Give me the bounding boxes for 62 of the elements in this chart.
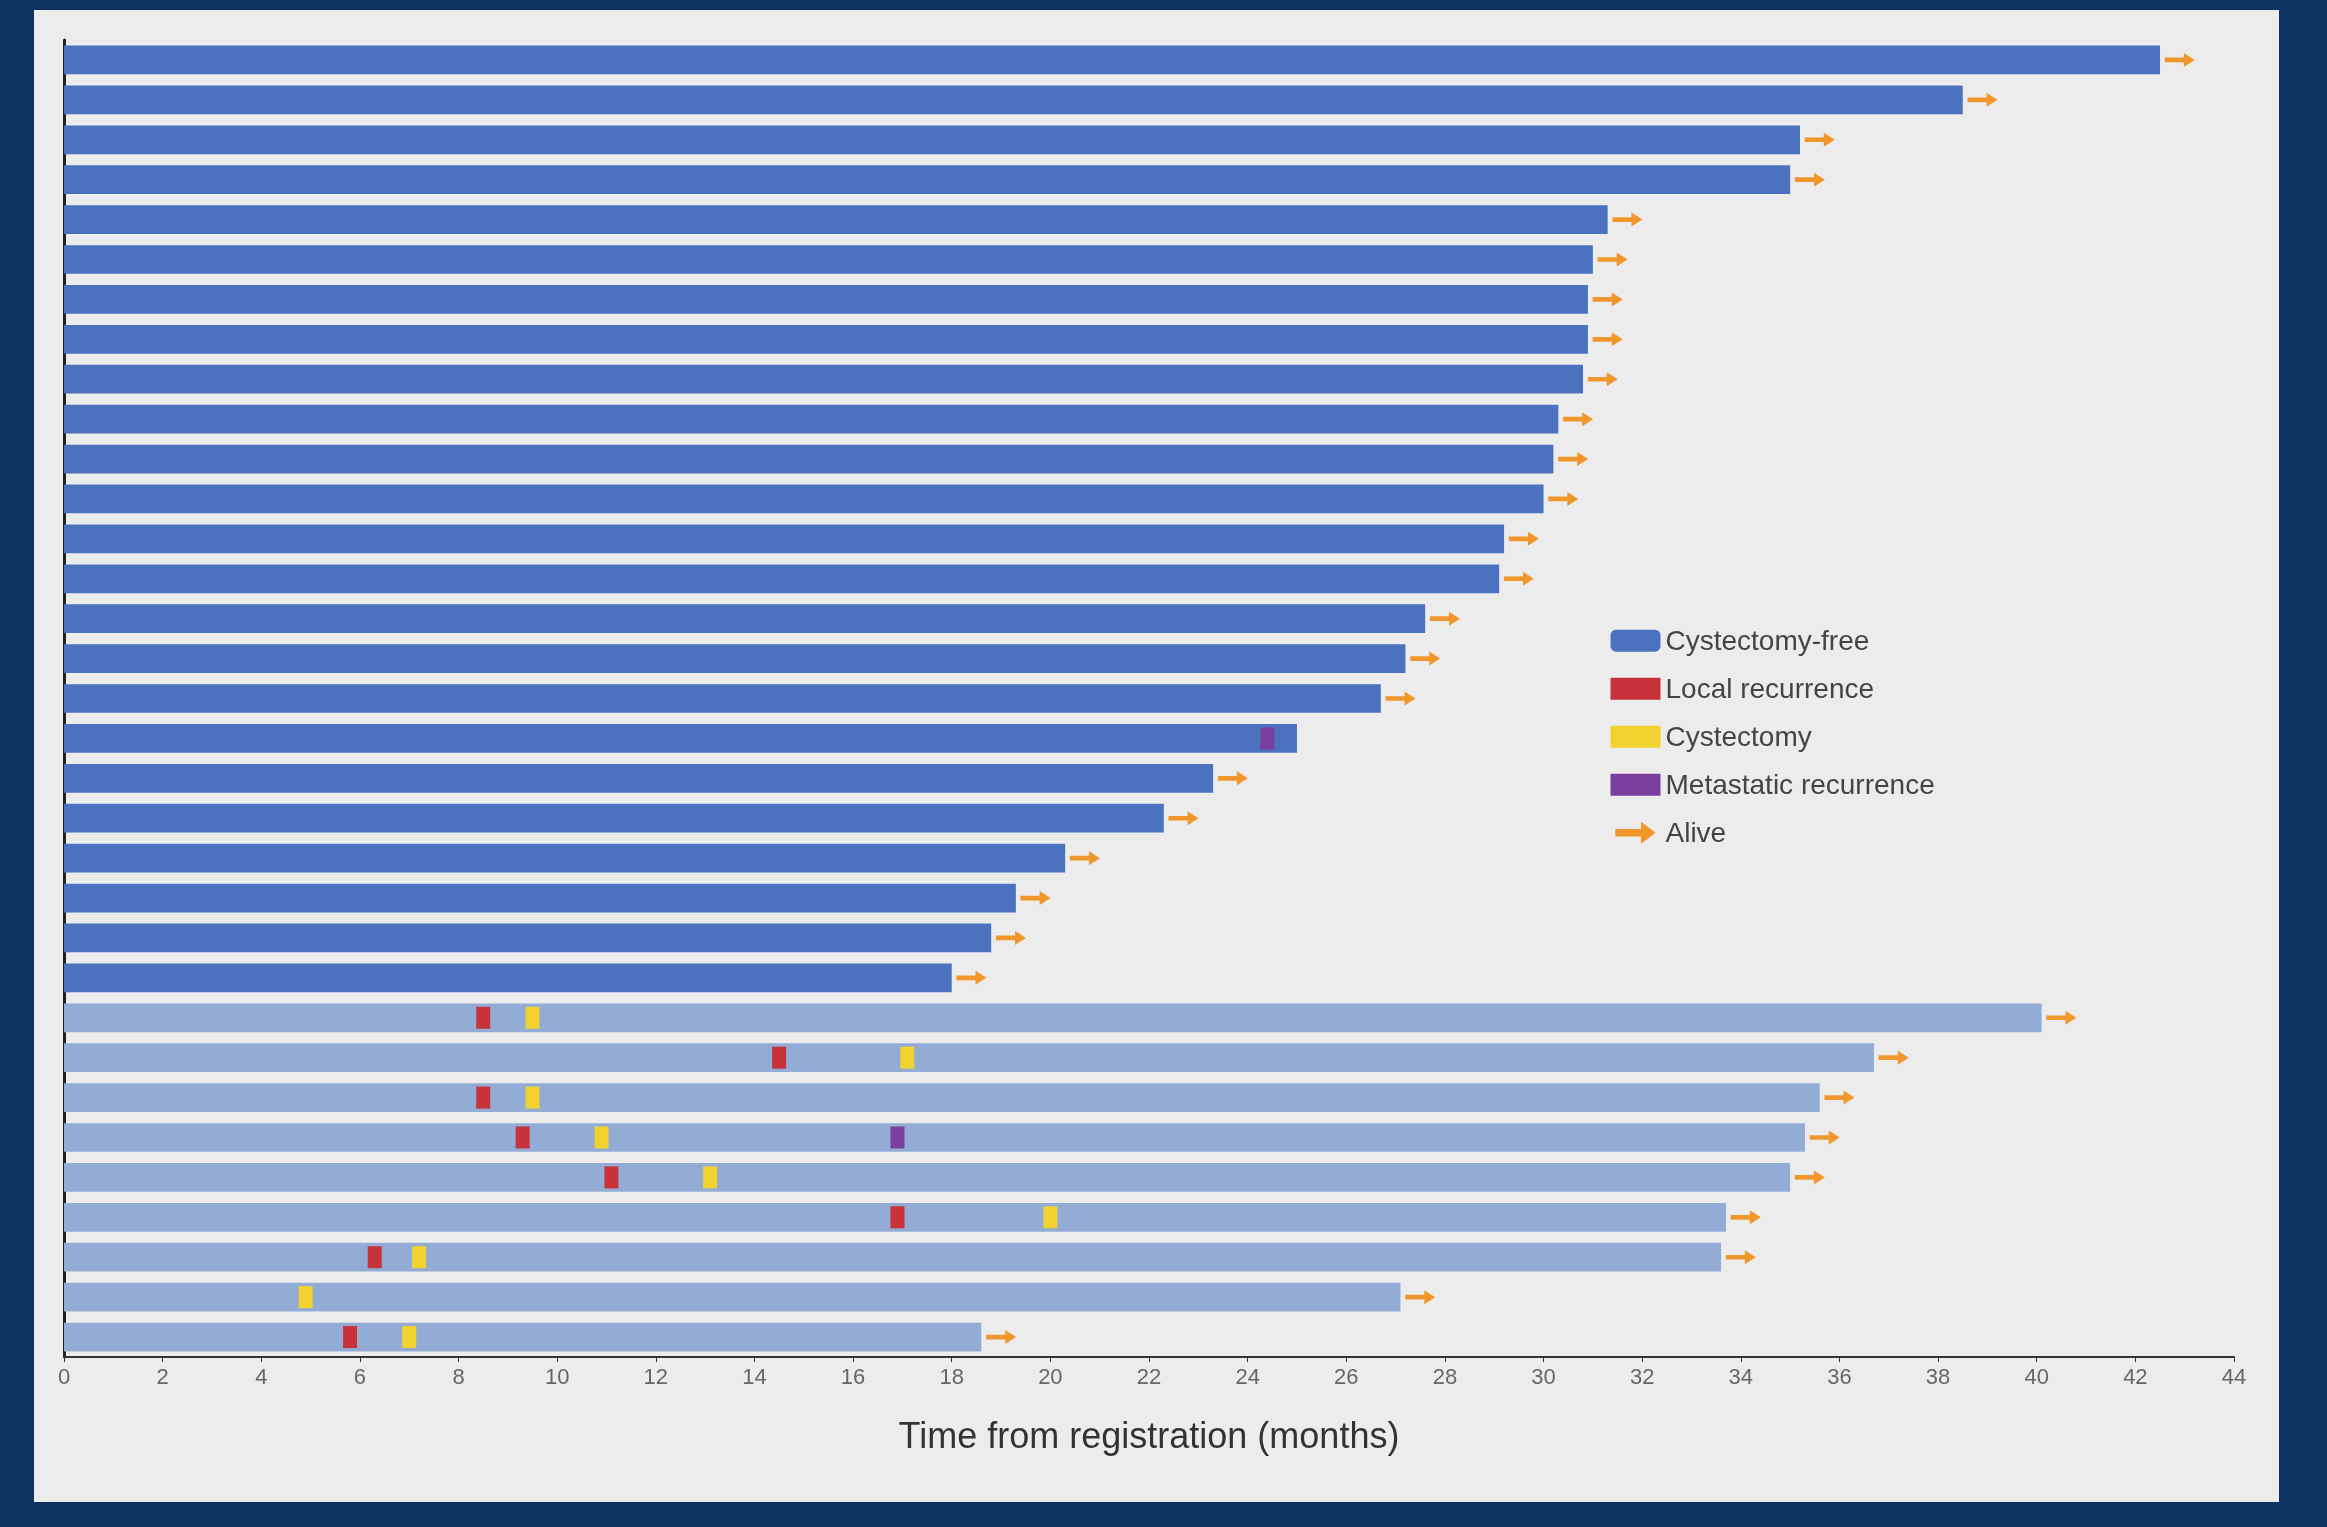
bar xyxy=(64,444,1554,474)
x-tick-label: 2 xyxy=(156,1363,169,1389)
x-tick-label: 24 xyxy=(1235,1363,1260,1389)
bar xyxy=(64,803,1164,833)
x-tick-label: 34 xyxy=(1728,1363,1754,1389)
x-tick-label: 30 xyxy=(1531,1363,1556,1389)
bar xyxy=(64,1123,1805,1152)
bar xyxy=(64,205,1608,234)
bar xyxy=(64,285,1588,314)
bar xyxy=(64,324,1588,354)
bar xyxy=(64,724,1297,753)
bar xyxy=(64,564,1500,594)
x-tick-label: 42 xyxy=(2123,1363,2148,1389)
x-tick-label: 4 xyxy=(255,1363,268,1389)
x-tick-label: 36 xyxy=(1827,1363,1852,1389)
legend-label: Cystectomy xyxy=(1665,721,1812,753)
x-tick-label: 40 xyxy=(2024,1363,2049,1389)
bar xyxy=(64,644,1406,673)
x-tick-label: 38 xyxy=(1925,1363,1951,1389)
bar xyxy=(64,1322,982,1352)
x-tick-label: 12 xyxy=(643,1363,669,1389)
x-tick-label: 26 xyxy=(1334,1363,1359,1389)
bar xyxy=(64,684,1381,713)
bar xyxy=(64,1163,1791,1192)
bar xyxy=(64,484,1544,514)
x-axis-title: Time from registration (months) xyxy=(898,1414,1400,1456)
x-tick-label: 22 xyxy=(1136,1363,1162,1389)
legend-label: Local recurrence xyxy=(1665,673,1875,705)
x-tick-label: 20 xyxy=(1038,1363,1063,1389)
bar xyxy=(64,165,1791,195)
x-tick-label: 18 xyxy=(939,1363,964,1389)
x-tick-label: 14 xyxy=(742,1363,767,1389)
bar xyxy=(64,604,1426,634)
bar xyxy=(64,85,1963,115)
legend-label: Cystectomy-free xyxy=(1665,625,1870,657)
x-tick-label: 8 xyxy=(452,1363,465,1389)
x-tick-label: 32 xyxy=(1629,1363,1655,1389)
bar xyxy=(64,923,992,953)
x-tick-label: 28 xyxy=(1432,1363,1458,1389)
bar xyxy=(64,245,1593,274)
bar xyxy=(64,1242,1722,1272)
bar xyxy=(64,963,952,993)
bar xyxy=(64,364,1583,394)
bar xyxy=(64,1043,1874,1073)
bar xyxy=(64,1202,1727,1232)
x-tick-label: 16 xyxy=(840,1363,866,1389)
x-tick-label: 6 xyxy=(353,1363,367,1389)
x-tick-label: 10 xyxy=(544,1363,570,1389)
bar xyxy=(64,45,2161,75)
x-tick-label: 0 xyxy=(57,1363,71,1389)
bar xyxy=(64,1282,1401,1312)
bar xyxy=(64,843,1066,873)
legend-label: Metastatic recurrence xyxy=(1665,769,1935,801)
bar xyxy=(64,1003,2042,1033)
bar xyxy=(64,404,1559,434)
bar xyxy=(64,125,1800,155)
legend-label: Alive xyxy=(1665,817,1727,849)
bar xyxy=(64,883,1016,913)
x-tick-label: 44 xyxy=(2221,1363,2247,1389)
bar xyxy=(64,763,1214,793)
bar xyxy=(64,524,1505,554)
bar xyxy=(64,1083,1820,1112)
